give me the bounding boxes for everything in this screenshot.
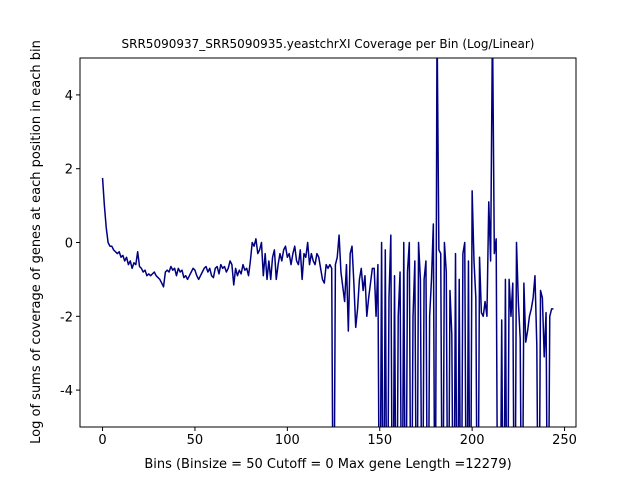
- x-tick-label: 150: [367, 433, 392, 448]
- x-tick-label: 200: [460, 433, 485, 448]
- plot-area: [101, 58, 554, 427]
- y-tick-label: -4: [60, 384, 73, 399]
- y-tick-label: 0: [65, 237, 73, 252]
- x-tick-label: 250: [552, 433, 577, 448]
- y-tick-label: 4: [65, 89, 73, 104]
- x-axis-label: Bins (Binsize = 50 Cutoff = 0 Max gene L…: [144, 457, 511, 472]
- x-tick-label: 50: [187, 433, 204, 448]
- data-line: [101, 58, 554, 427]
- x-tick-label: 0: [98, 433, 106, 448]
- y-tick-label: 2: [65, 163, 73, 178]
- x-tick-label: 100: [275, 433, 300, 448]
- y-axis-label: Log of sums of coverage of genes at each…: [29, 40, 44, 444]
- y-tick-label: -2: [60, 310, 73, 325]
- chart-title: SRR5090937_SRR5090935.yeastchrXI Coverag…: [122, 37, 535, 51]
